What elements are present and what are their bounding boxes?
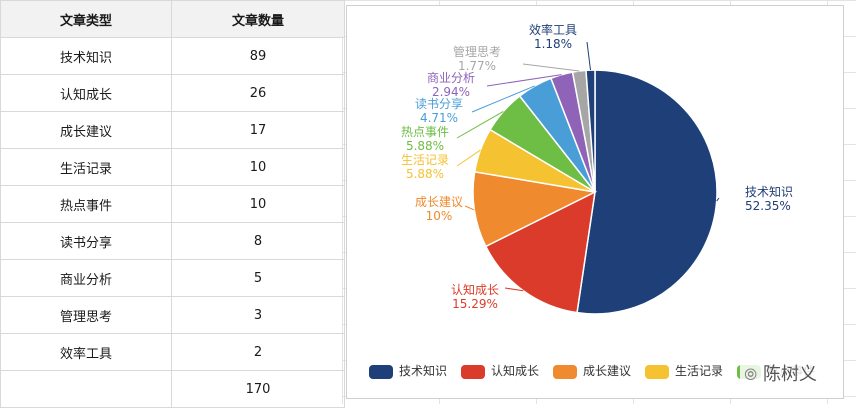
leader-line-9: [586, 41, 591, 71]
legend-swatch: [369, 364, 393, 379]
slice-label-category: 效率工具: [529, 22, 577, 37]
slice-label-category: 读书分享: [415, 96, 463, 111]
cell-count[interactable]: 5: [171, 259, 345, 297]
legend-label: 成长建议: [583, 364, 632, 378]
pie-chart: 技术知识52.35%认知成长15.29%成长建议10%生活记录5.88%热点事件…: [401, 22, 793, 315]
cell-count[interactable]: 10: [171, 148, 345, 186]
legend-swatch: [645, 364, 670, 379]
slice-label-category: 成长建议: [415, 195, 463, 209]
legend-label: 技术知识: [399, 364, 448, 378]
slice-label-category: 热点事件: [401, 125, 449, 139]
header-cell-count[interactable]: 文章数量: [171, 0, 345, 38]
wechat-icon: ⦾: [744, 365, 757, 384]
legend-item[interactable]: 认知成长: [461, 362, 539, 379]
leader-line-3: [464, 205, 475, 211]
slice-label-category: 管理思考: [453, 44, 501, 59]
table-row: 读书分享 8: [0, 222, 345, 260]
legend-label: 认知成长: [491, 364, 540, 378]
slice-label-category: 生活记录: [401, 153, 449, 167]
cell-type[interactable]: 管理思考: [0, 296, 172, 334]
cell-type[interactable]: 读书分享: [0, 222, 172, 260]
cell-count[interactable]: 89: [171, 37, 345, 75]
table-row: 成长建议 17: [0, 111, 345, 149]
table-row: 商业分析 5: [0, 259, 345, 297]
cell-type[interactable]: 效率工具: [0, 333, 172, 371]
slice-label-percent: 2.94%: [432, 85, 470, 99]
legend-swatch: [461, 364, 486, 379]
pie-chart-panel[interactable]: 技术知识 52.35% 认知成长 15.29% 成长建议 10% 生活记录 5.88% 热点事件…: [346, 5, 844, 399]
cell-count[interactable]: 8: [171, 222, 345, 260]
leader-line-6: [471, 85, 535, 113]
cell-count[interactable]: 3: [171, 296, 345, 334]
slice-label-percent: 4.71%: [420, 111, 458, 125]
watermark: ⦾ 陈树义: [740, 360, 821, 386]
legend-label: 生活记录: [675, 364, 724, 378]
cell-total[interactable]: 170: [171, 370, 345, 408]
cell-type[interactable]: 热点事件: [0, 185, 172, 223]
slice-label-percent: 5.88%: [406, 167, 444, 181]
table-total-row: 170: [0, 370, 345, 408]
cell-count[interactable]: 10: [171, 185, 345, 223]
slice-label-percent: 1.18%: [534, 37, 572, 51]
table-header-row: 文章类型 文章数量: [0, 0, 345, 38]
header-cell-type[interactable]: 文章类型: [0, 0, 172, 38]
slice-label-percent: 15.29%: [452, 297, 498, 311]
leader-line-8: [522, 63, 580, 72]
table-row: 技术知识 89: [0, 37, 345, 75]
table-row: 效率工具 2: [0, 333, 345, 371]
slice-label-category: 认知成长: [451, 283, 499, 297]
leader-line-7: [486, 74, 562, 87]
cell-type[interactable]: 生活记录: [0, 148, 172, 186]
cell-count[interactable]: 17: [171, 111, 345, 149]
legend-swatch: [553, 364, 578, 379]
cell-type[interactable]: 成长建议: [0, 111, 172, 149]
leader-line-2: [504, 287, 524, 292]
leader-line-1: [716, 197, 720, 202]
data-table: 文章类型 文章数量 技术知识 89 认知成长 26 成长建议 17 生活记录 10 热点…: [0, 0, 345, 408]
slice-label-percent: 10%: [426, 209, 453, 223]
legend-item[interactable]: 技术知识: [369, 362, 447, 379]
cell-count[interactable]: 2: [171, 333, 345, 371]
watermark-text: 陈树义: [763, 364, 817, 385]
pie-slice-9[interactable]: [585, 69, 596, 193]
slice-label-percent: 5.88%: [406, 139, 444, 153]
table-row: 认知成长 26: [0, 74, 345, 112]
leader-line-5: [456, 111, 504, 139]
legend-item[interactable]: 成长建议: [553, 362, 631, 379]
pie-slice-1[interactable]: [576, 69, 718, 315]
slice-label-percent: 1.77%: [458, 59, 496, 73]
cell-type[interactable]: 商业分析: [0, 259, 172, 297]
slice-label-category: 技术知识: [745, 185, 793, 199]
cell-type[interactable]: 认知成长: [0, 74, 172, 112]
cell-count[interactable]: 26: [171, 74, 345, 112]
pie-slice-3[interactable]: [472, 170, 598, 248]
cell-type[interactable]: [0, 370, 172, 408]
slice-label-percent: 52.35%: [745, 199, 791, 213]
table-row: 热点事件 10: [0, 185, 345, 223]
table-row: 管理思考 3: [0, 296, 345, 334]
leader-line-4: [456, 149, 481, 167]
legend-item[interactable]: 生活记录: [645, 362, 723, 379]
pie-slice-2[interactable]: [484, 190, 596, 314]
cell-type[interactable]: 技术知识: [0, 37, 172, 75]
table-row: 生活记录 10: [0, 148, 345, 186]
slice-label-category: 商业分析: [427, 70, 475, 85]
